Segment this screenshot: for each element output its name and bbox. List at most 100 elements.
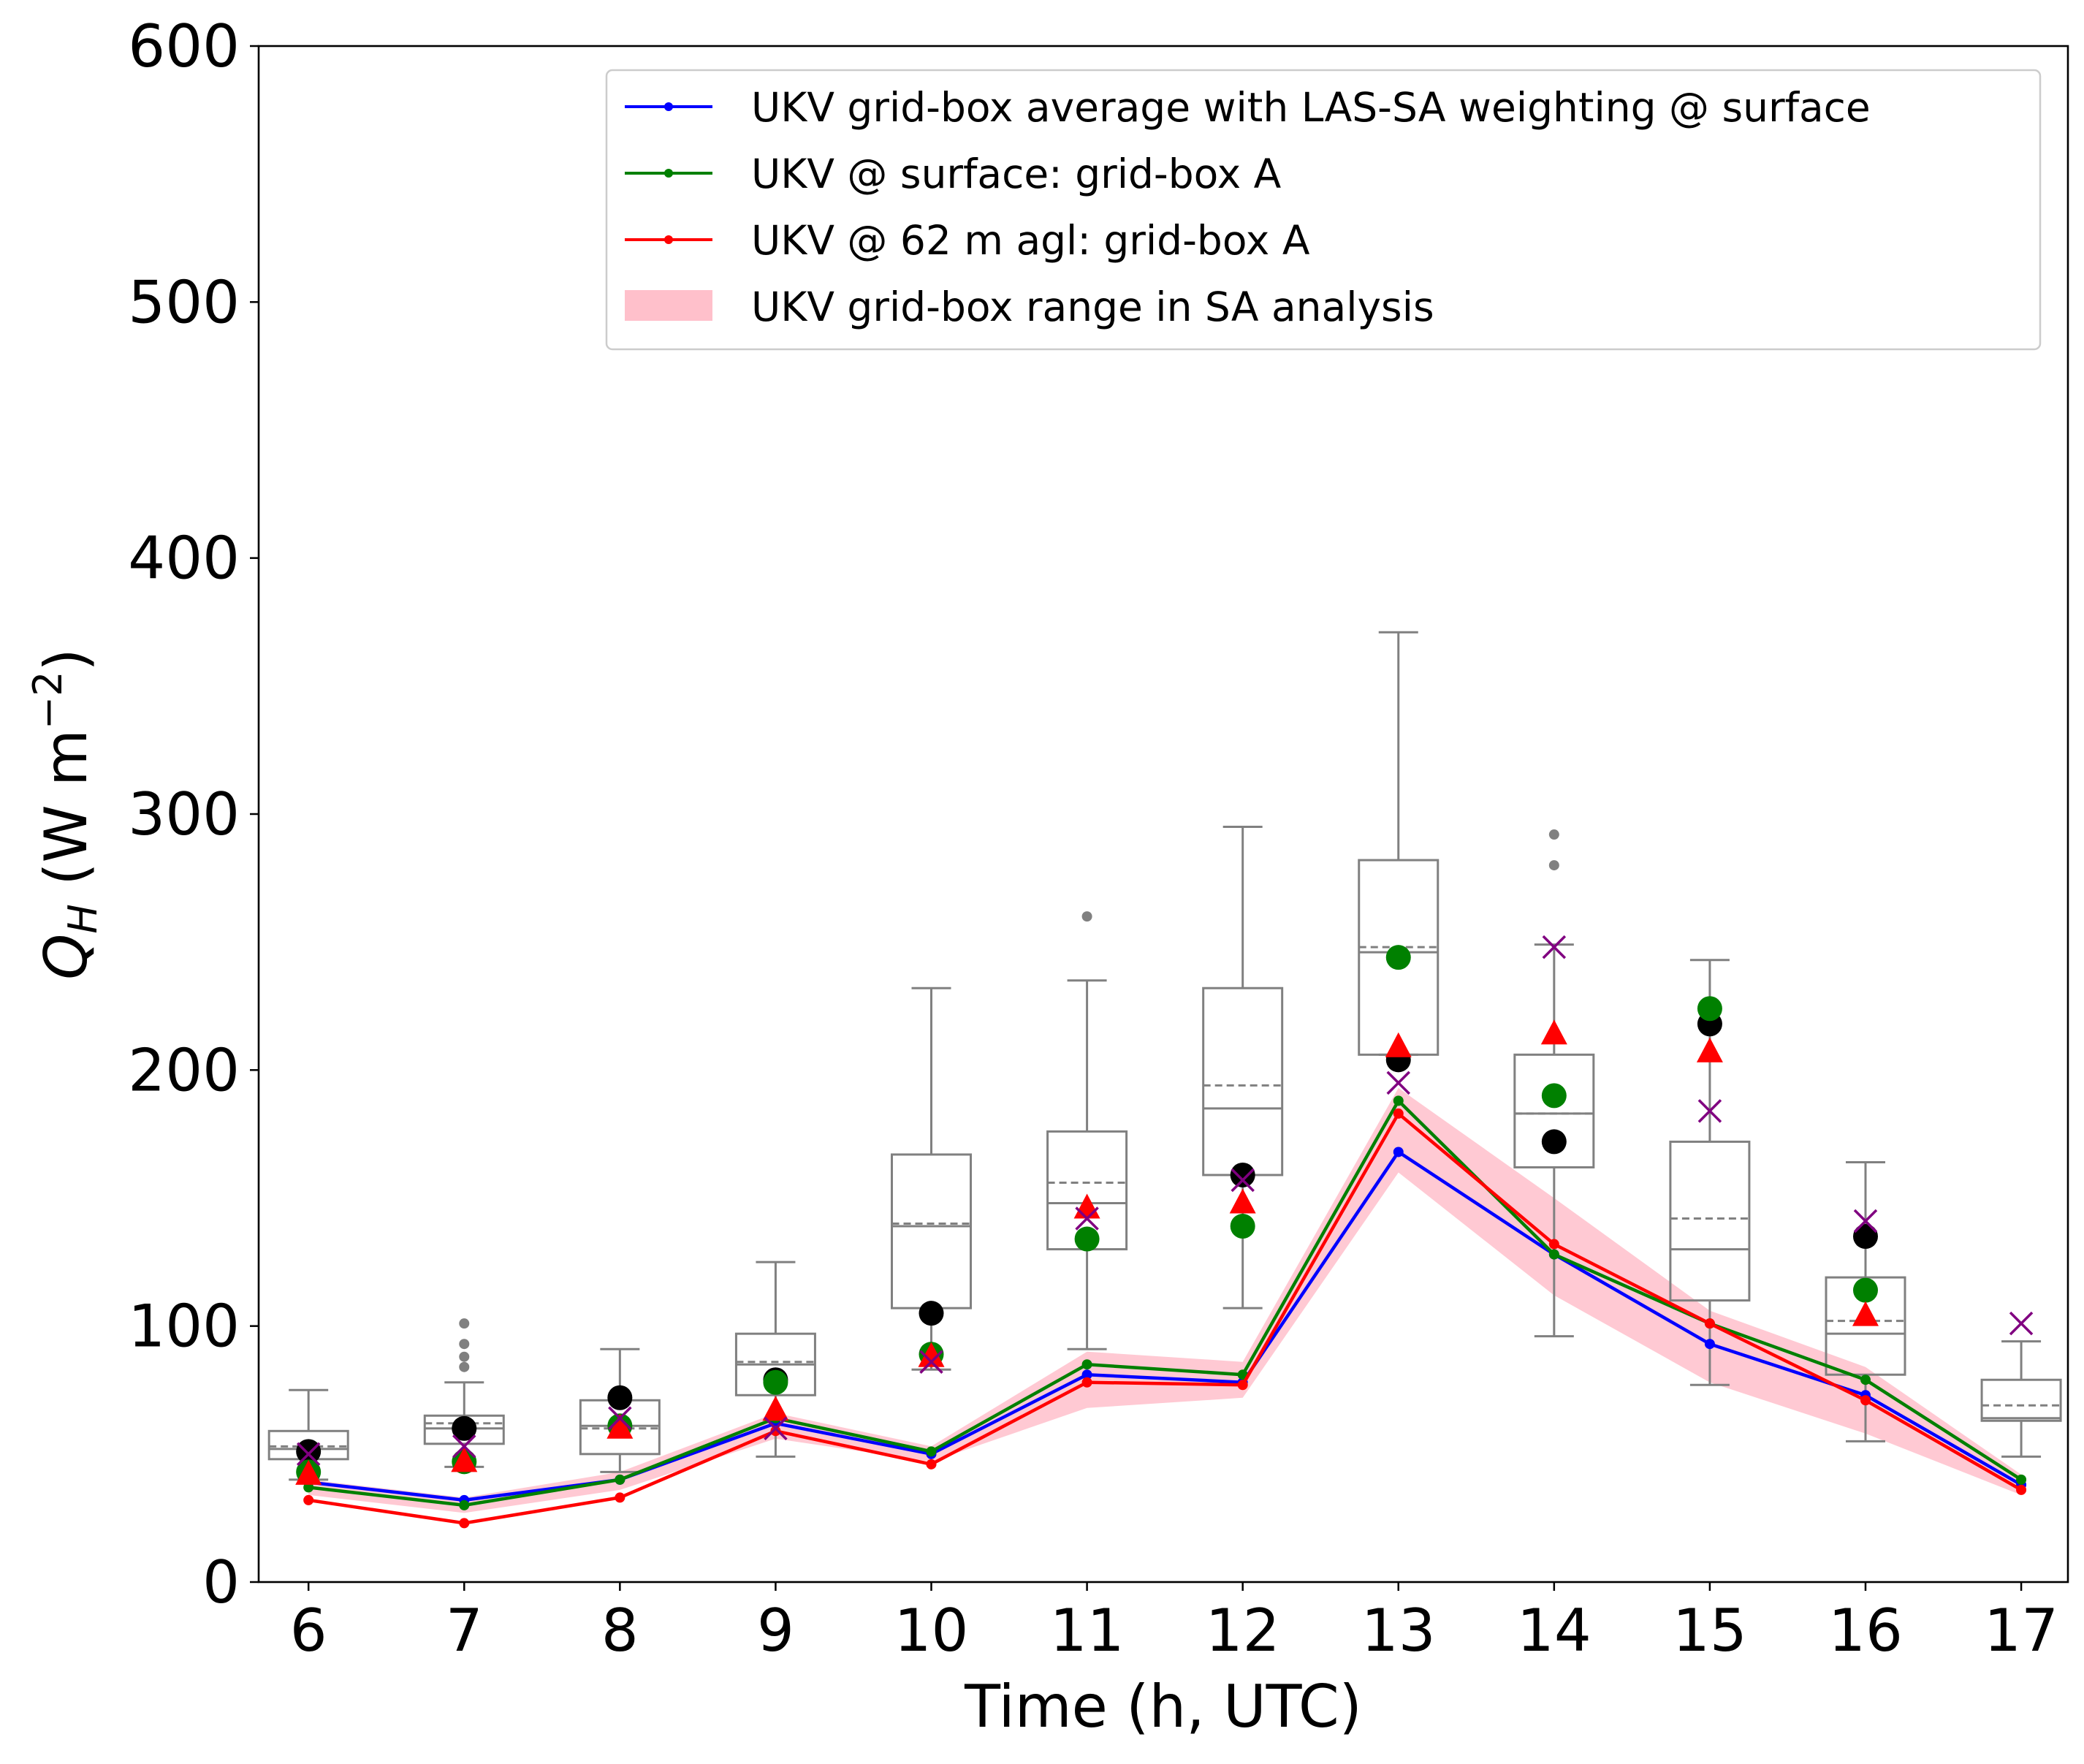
series-point xyxy=(926,1459,937,1470)
y-tick-label: 200 xyxy=(128,1036,240,1104)
boxplot-flier xyxy=(459,1339,470,1350)
series-point xyxy=(1081,1377,1092,1388)
series-point xyxy=(1548,1249,1559,1260)
purple-cross-marker xyxy=(1075,1206,1099,1231)
black-circle-marker xyxy=(1541,1129,1567,1155)
series-point xyxy=(1237,1380,1248,1391)
boxplot-11 xyxy=(1046,911,1128,1350)
x-tick-label: 14 xyxy=(1517,1597,1591,1665)
x-tick-label: 7 xyxy=(446,1597,483,1665)
purple-cross-stroke xyxy=(1386,1071,1410,1095)
x-tick-label: 11 xyxy=(1050,1597,1125,1665)
green-circle-marker xyxy=(1385,945,1411,970)
purple-cross-marker xyxy=(1853,1209,1878,1233)
boxplot-box xyxy=(423,1414,505,1445)
x-tick-label: 15 xyxy=(1673,1597,1747,1665)
black-circle-marker xyxy=(919,1301,944,1326)
green-circle-marker xyxy=(1230,1214,1255,1239)
purple-cross-stroke xyxy=(919,1350,943,1374)
purple-cross-marker xyxy=(452,1434,476,1459)
purple-cross-stroke xyxy=(764,1416,788,1441)
series-point xyxy=(303,1494,314,1505)
x-tick-label: 12 xyxy=(1206,1597,1280,1665)
purple-cross-stroke xyxy=(296,1442,321,1467)
series-point xyxy=(1860,1375,1871,1385)
boxplot-13 xyxy=(1358,631,1440,1056)
purple-cross-marker xyxy=(296,1442,321,1467)
y-tick-label: 300 xyxy=(128,780,240,848)
x-tick-label: 10 xyxy=(894,1597,969,1665)
y-axis-label-units-close: ) xyxy=(32,648,100,671)
y-axis-label-subscript: H xyxy=(60,904,106,934)
purple-cross-stroke xyxy=(1697,1099,1722,1123)
boxplot-flier xyxy=(459,1361,470,1372)
purple-cross-marker xyxy=(1231,1168,1255,1193)
green-circle-marker xyxy=(1697,996,1722,1022)
x-axis-label: Time (h, UTC) xyxy=(964,1673,1362,1741)
boxplot-box xyxy=(1513,1053,1595,1168)
purple-cross-stroke xyxy=(1075,1206,1099,1231)
series-point xyxy=(1081,1359,1092,1370)
x-tick-label: 17 xyxy=(1984,1597,2058,1665)
series-line-layer xyxy=(303,1095,2027,1529)
red-triangle-marker xyxy=(1852,1301,1879,1326)
red-triangle-marker xyxy=(295,1459,322,1485)
series-point xyxy=(459,1499,470,1510)
series-1 xyxy=(303,1095,2027,1510)
legend-swatch-band xyxy=(625,290,712,321)
series-point xyxy=(2016,1484,2027,1495)
legend-swatch-red-dot xyxy=(664,235,673,244)
purple-cross-stroke xyxy=(1853,1209,1878,1233)
series-point xyxy=(615,1474,625,1485)
series-point xyxy=(459,1518,470,1529)
series-point xyxy=(1860,1395,1871,1406)
boxplot-flier xyxy=(1548,860,1559,871)
boxplot-layer xyxy=(267,631,2062,1481)
tick-layer: 6 7 8 9 10 11 12 13 14 15 16 17 0 100 200 300 400 500 600 xyxy=(128,12,2058,1665)
series-point xyxy=(1704,1339,1715,1350)
purple-cross-marker xyxy=(1542,935,1567,959)
purple-cross-stroke xyxy=(1231,1168,1255,1193)
series-point xyxy=(1548,1239,1559,1250)
series-point xyxy=(1704,1318,1715,1329)
purple-cross-stroke xyxy=(608,1406,632,1431)
black-circle-marker xyxy=(607,1385,633,1410)
y-tick-label: 0 xyxy=(202,1548,240,1616)
legend: UKV grid-box average with LAS-SA weighti… xyxy=(605,69,2042,351)
red-triangle-marker xyxy=(606,1413,634,1439)
series-point xyxy=(926,1446,937,1457)
boxplot-flier xyxy=(1548,829,1559,840)
x-tick-label: 6 xyxy=(290,1597,327,1665)
y-tick-label: 500 xyxy=(128,268,240,336)
black-circle-marker xyxy=(1230,1162,1255,1187)
legend-label-red: UKV @ 62 m agl: grid-box A xyxy=(751,217,1310,264)
legend-swatch-blue-dot xyxy=(664,102,673,111)
legend-label-green: UKV @ surface: grid-box A xyxy=(751,151,1282,197)
purple-cross-marker xyxy=(608,1406,632,1431)
series-point xyxy=(770,1426,781,1437)
red-triangle-marker xyxy=(762,1396,789,1421)
purple-cross-stroke xyxy=(1542,935,1567,959)
purple-cross-marker xyxy=(919,1350,943,1374)
red-triangle-marker xyxy=(918,1342,945,1367)
red-triangle-marker xyxy=(1696,1037,1723,1062)
y-tick-label: 400 xyxy=(128,525,240,593)
red-triangle-marker xyxy=(451,1447,478,1472)
purple-cross-stroke xyxy=(2009,1311,2034,1336)
black-circle-marker xyxy=(452,1415,477,1441)
x-tick-label: 13 xyxy=(1361,1597,1436,1665)
series-line xyxy=(308,1099,2023,1508)
green-circle-marker xyxy=(1852,1277,1878,1303)
red-triangle-marker xyxy=(1385,1032,1412,1057)
boxplot-flier xyxy=(459,1351,470,1362)
legend-label-blue: UKV grid-box average with LAS-SA weighti… xyxy=(751,84,1871,131)
series-point xyxy=(1081,1369,1092,1380)
black-circle-marker xyxy=(296,1439,322,1464)
boxplot-box xyxy=(1980,1378,2062,1422)
boxplot-flier xyxy=(459,1318,470,1329)
boxplot-box xyxy=(1669,1140,1751,1302)
black-circle-marker xyxy=(1852,1224,1878,1250)
legend-swatch-green-dot xyxy=(664,169,673,178)
marker-layer xyxy=(295,935,2034,1485)
